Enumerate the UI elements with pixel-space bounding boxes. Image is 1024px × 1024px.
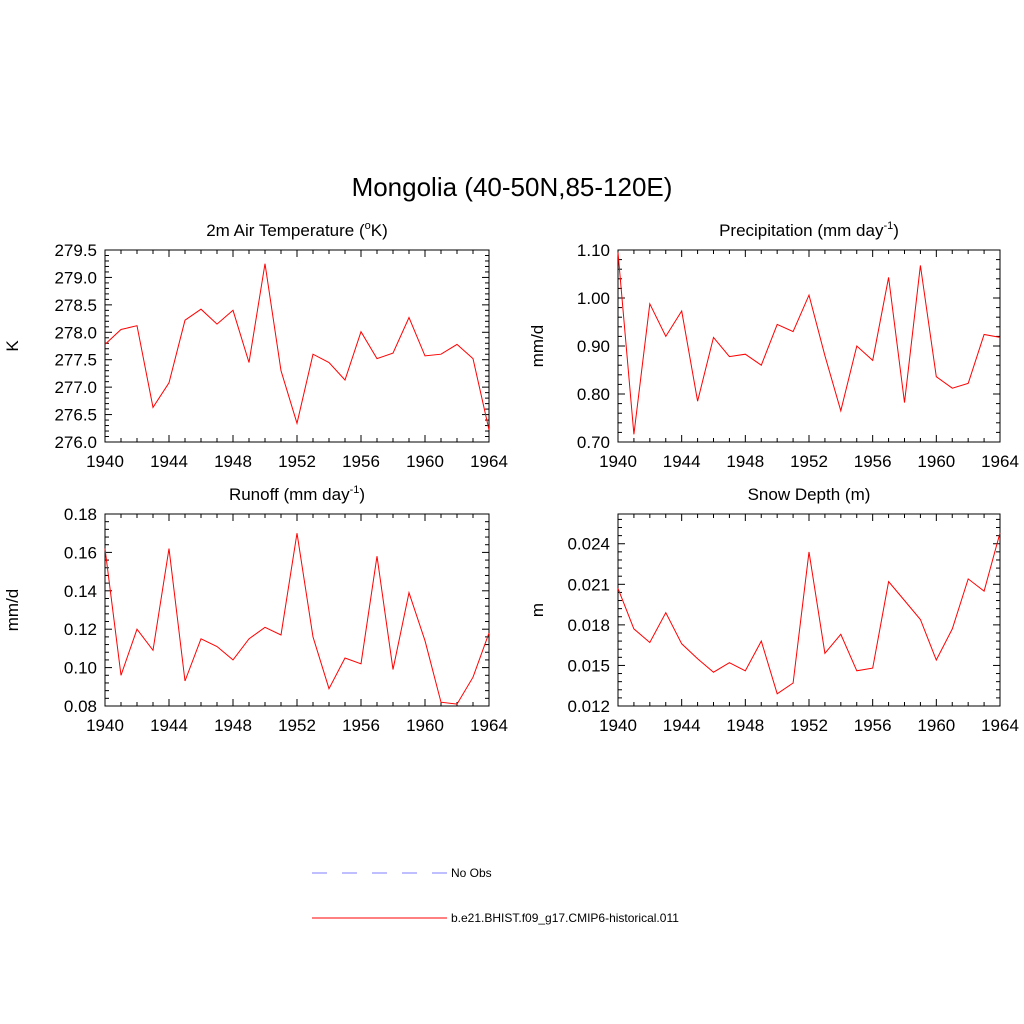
x-tick-label: 1960 (406, 452, 444, 471)
x-tick-label: 1944 (663, 716, 701, 735)
legend-label-model: b.e21.BHIST.f09_g17.CMIP6-historical.011 (451, 911, 679, 925)
x-tick-label: 1940 (599, 716, 637, 735)
x-tick-label: 1944 (150, 716, 188, 735)
x-tick-label: 1948 (214, 452, 252, 471)
x-tick-label: 1956 (342, 452, 380, 471)
panel-title-temperature: 2m Air Temperature (oK) (206, 220, 388, 240)
x-tick-label: 1960 (917, 716, 955, 735)
series-line-runoff (104, 533, 490, 705)
panel-title-runoff: Runoff (mm day-1) (229, 484, 365, 504)
y-axis-label-runoff: mm/d (3, 589, 22, 632)
series-line-snow-depth (617, 532, 1001, 695)
y-tick-label: 277.5 (54, 351, 97, 370)
x-tick-label: 1944 (663, 452, 701, 471)
x-tick-label: 1952 (278, 716, 316, 735)
y-tick-label: 0.16 (64, 543, 97, 562)
x-tick-label: 1940 (86, 452, 124, 471)
x-tick-label: 1956 (342, 716, 380, 735)
series-line-precipitation (617, 252, 1001, 435)
x-tick-label: 1964 (981, 716, 1019, 735)
panel-title-superscript: -1 (883, 220, 893, 232)
y-tick-label: 276.5 (54, 406, 97, 425)
x-tick-label: 1952 (790, 716, 828, 735)
panel-title-end: ) (359, 485, 365, 504)
y-tick-label: 0.14 (64, 582, 97, 601)
panel-snow-depth: 1940 1944 1948 1952 1956 1960 1964 0.012 0.015 0.… (528, 485, 1019, 735)
y-tick-label: 0.012 (567, 697, 610, 716)
y-tick-label: 1.10 (577, 241, 610, 260)
panel-title-superscript: -1 (350, 484, 360, 496)
panel-runoff: 1940 1944 1948 1952 1956 1960 1964 0.08 0.10 0.12… (3, 484, 508, 735)
y-tick-label: 0.10 (64, 659, 97, 678)
x-tick-label: 1964 (470, 452, 508, 471)
panel-title-end: K) (371, 221, 388, 240)
legend: No Obs b.e21.BHIST.f09_g17.CMIP6-histori… (312, 866, 679, 925)
x-tick-label: 1948 (214, 716, 252, 735)
x-tick-label: 1952 (790, 452, 828, 471)
panel-title-snow-depth: Snow Depth (m) (748, 485, 871, 504)
y-tick-label: 0.015 (567, 656, 610, 675)
main-title: Mongolia (40-50N,85-120E) (352, 172, 673, 202)
y-tick-label: 279.5 (54, 241, 97, 260)
y-tick-label: 278.5 (54, 296, 97, 315)
y-axis-label-snow-depth: m (528, 603, 547, 617)
x-tick-label: 1960 (406, 716, 444, 735)
y-tick-label: 0.021 (567, 575, 610, 594)
plot-frame-temperature (104, 249, 490, 443)
x-tick-label: 1956 (854, 452, 892, 471)
y-tick-label: 277.0 (54, 378, 97, 397)
x-tick-label: 1944 (150, 452, 188, 471)
x-tick-label: 1960 (917, 452, 955, 471)
x-tick-label: 1964 (470, 716, 508, 735)
panel-precipitation: 1940 1944 1948 1952 1956 1960 1964 0.70 0.80 0.90… (528, 220, 1019, 471)
y-axis-label-temperature: K (3, 340, 22, 352)
x-tick-label: 1948 (726, 452, 764, 471)
y-tick-label: 279.0 (54, 268, 97, 287)
y-tick-label: 1.00 (577, 289, 610, 308)
x-tick-label: 1948 (726, 716, 764, 735)
y-tick-label: 0.90 (577, 337, 610, 356)
legend-label-obs: No Obs (451, 866, 492, 880)
series-line-temperature (104, 263, 490, 431)
y-tick-label: 278.0 (54, 323, 97, 342)
y-tick-label: 0.18 (64, 505, 97, 524)
y-tick-label: 0.70 (577, 433, 610, 452)
panel-title-main: Precipitation (mm day (719, 221, 884, 240)
panel-title-main: Snow Depth (m) (748, 485, 871, 504)
panels: 1940 1944 1948 1952 1956 1960 1964 276.0 276.5 27… (3, 220, 1019, 735)
plot-frame-precipitation (617, 249, 1001, 443)
y-tick-label: 276.0 (54, 433, 97, 452)
panel-title-superscript: o (365, 220, 371, 232)
panel-temperature: 1940 1944 1948 1952 1956 1960 1964 276.0 276.5 27… (3, 220, 508, 471)
panel-title-main: 2m Air Temperature ( (206, 221, 365, 240)
y-axis-label-precipitation: mm/d (528, 325, 547, 368)
panel-title-main: Runoff (mm day (229, 485, 350, 504)
x-tick-label: 1964 (981, 452, 1019, 471)
y-tick-label: 0.024 (567, 535, 610, 554)
y-tick-label: 0.08 (64, 697, 97, 716)
y-tick-label: 0.018 (567, 616, 610, 635)
plot-frame-runoff (104, 513, 490, 707)
panel-title-precipitation: Precipitation (mm day-1) (719, 220, 899, 240)
panel-title-end: ) (893, 221, 899, 240)
x-tick-label: 1940 (86, 716, 124, 735)
x-tick-label: 1956 (854, 716, 892, 735)
x-tick-label: 1952 (278, 452, 316, 471)
y-tick-label: 0.80 (577, 385, 610, 404)
y-tick-label: 0.12 (64, 620, 97, 639)
plot-frame-snow-depth (617, 513, 1001, 707)
x-tick-label: 1940 (599, 452, 637, 471)
